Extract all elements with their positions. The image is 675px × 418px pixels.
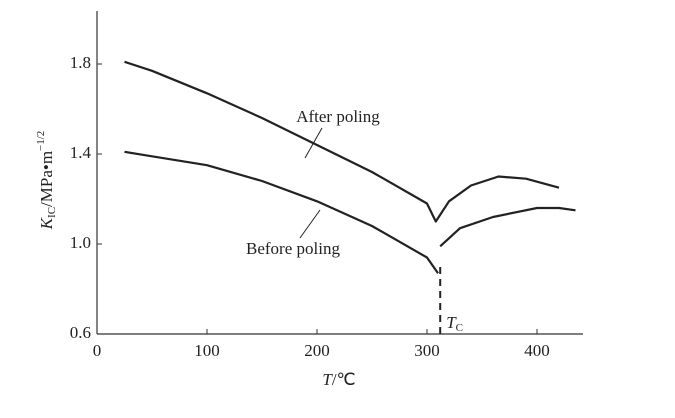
series-label: After poling <box>296 107 380 126</box>
x-axis-label: T/℃ <box>322 370 355 389</box>
leader-line <box>304 127 323 159</box>
x-label-symbol: T <box>322 370 333 389</box>
x-tick-label: 100 <box>194 341 220 360</box>
y-tick-label: 1.4 <box>70 143 92 162</box>
x-tick-label: 0 <box>93 341 102 360</box>
x-label-unit: /℃ <box>332 370 356 389</box>
y-tick-label: 1.0 <box>70 233 91 252</box>
x-tick-label: 300 <box>414 341 440 360</box>
series-line <box>124 150 576 274</box>
y-tick-label: 1.8 <box>70 53 91 72</box>
x-tick-label: 200 <box>304 341 330 360</box>
tc-symbol: T <box>446 313 457 332</box>
y-label-symbol: K <box>37 216 56 230</box>
tc-sub: C <box>456 322 463 334</box>
y-label-sub: IC <box>46 207 58 218</box>
x-tick-label: 400 <box>524 341 550 360</box>
y-axis-label: KIC/MPa•m−1/2 <box>35 131 58 231</box>
series-line <box>124 60 560 223</box>
y-label-exp: −1/2 <box>35 131 47 151</box>
y-label-unit: /MPa•m <box>37 151 56 207</box>
series-label: Before poling <box>246 239 340 258</box>
leader-line <box>299 209 321 239</box>
tc-label: TC <box>446 313 463 334</box>
y-tick-label: 0.6 <box>70 323 91 342</box>
